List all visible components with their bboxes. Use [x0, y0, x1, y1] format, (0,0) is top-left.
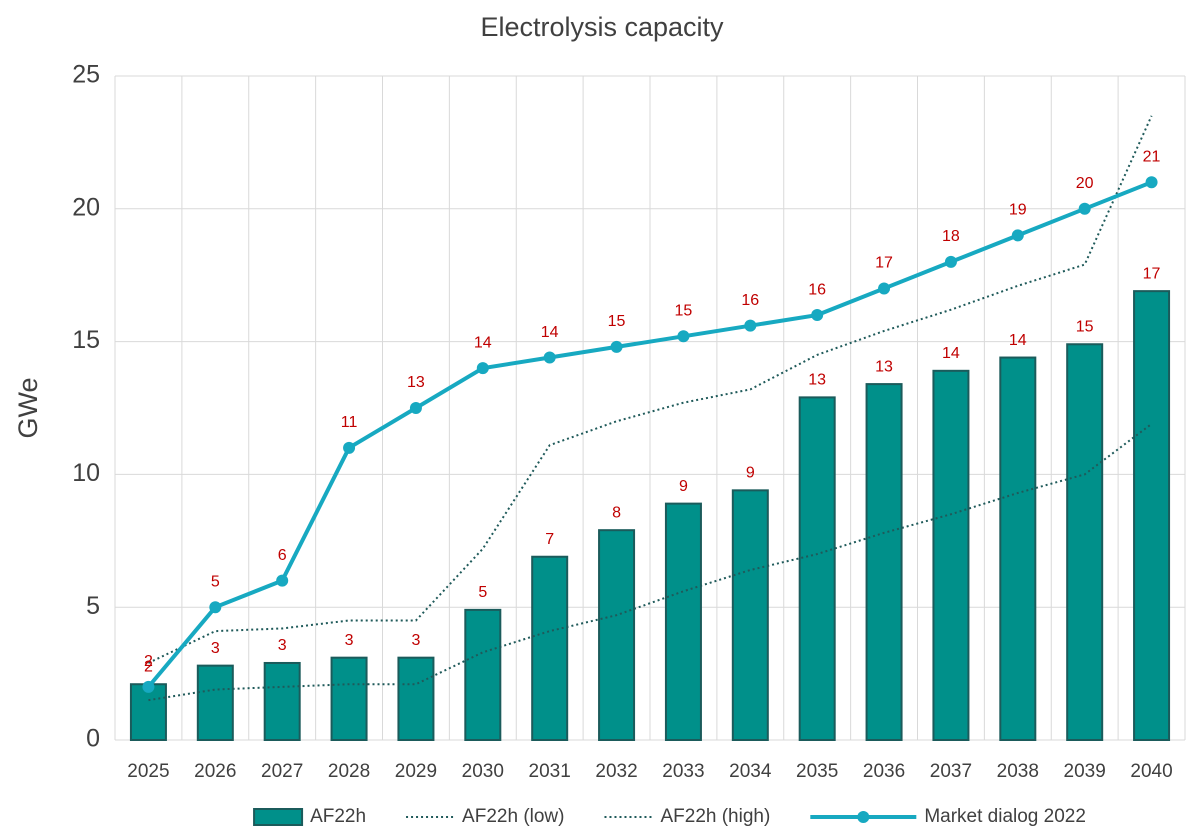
x-tick-label: 2040 — [1130, 761, 1172, 782]
x-tick-label: 2036 — [863, 761, 905, 782]
bar — [196, 664, 234, 742]
line-marker — [543, 351, 556, 364]
data-label: 8 — [612, 504, 621, 521]
data-label: 9 — [746, 465, 755, 482]
line-marker — [343, 441, 356, 454]
data-label: 15 — [608, 313, 626, 330]
data-label: 20 — [1076, 175, 1094, 192]
line-marker — [878, 282, 891, 295]
data-label: 13 — [407, 374, 425, 391]
x-tick-label: 2029 — [395, 761, 437, 782]
x-tick-label: 2032 — [595, 761, 637, 782]
bar — [865, 383, 903, 741]
x-tick-label: 2028 — [328, 761, 370, 782]
x-tick-label: 2039 — [1064, 761, 1106, 782]
line-marker — [610, 340, 623, 353]
bar — [999, 356, 1037, 741]
data-label: 16 — [741, 292, 759, 309]
chart-title: Electrolysis capacity — [480, 12, 724, 42]
line-marker — [811, 309, 824, 322]
x-tick-label: 2026 — [194, 761, 236, 782]
data-label: 3 — [345, 632, 354, 649]
y-axis-label: GWe — [13, 377, 43, 438]
data-label: 5 — [211, 573, 220, 590]
line-marker — [209, 601, 222, 614]
x-tick-label: 2033 — [662, 761, 704, 782]
line-marker — [944, 255, 957, 268]
bar — [263, 661, 301, 742]
data-label: 7 — [545, 531, 554, 548]
data-label: 3 — [211, 640, 220, 657]
y-tick-label: 15 — [72, 326, 100, 354]
line-marker — [1145, 176, 1158, 189]
legend-label: AF22h (low) — [462, 806, 564, 827]
bar — [1066, 343, 1104, 741]
bar — [464, 608, 502, 742]
bar — [129, 683, 167, 741]
bar — [798, 396, 836, 741]
line-marker — [1011, 229, 1024, 242]
x-tick-label: 2027 — [261, 761, 303, 782]
data-label: 14 — [942, 345, 960, 362]
x-tick-label: 2034 — [729, 761, 772, 782]
x-tick-label: 2038 — [997, 761, 1039, 782]
data-label: 17 — [1143, 265, 1161, 282]
data-label: 14 — [541, 324, 559, 341]
legend-label: AF22h (high) — [660, 806, 770, 827]
data-label: 18 — [942, 228, 960, 245]
line-marker — [1078, 202, 1091, 215]
legend-swatch — [253, 808, 304, 826]
data-label: 15 — [675, 303, 693, 320]
data-label: 14 — [1009, 332, 1027, 349]
bar — [330, 656, 368, 741]
data-label: 6 — [278, 547, 287, 564]
y-tick-label: 10 — [72, 459, 100, 487]
data-label: 3 — [411, 632, 420, 649]
bar — [664, 502, 702, 741]
x-tick-label: 2037 — [930, 761, 972, 782]
y-tick-label: 0 — [86, 725, 100, 753]
data-label: 2 — [144, 653, 153, 670]
line — [146, 180, 1153, 689]
data-label: 16 — [808, 281, 826, 298]
bar — [531, 555, 569, 742]
data-label: 21 — [1143, 148, 1161, 165]
legend-label: Market dialog 2022 — [924, 806, 1086, 827]
line-marker — [409, 402, 422, 414]
data-label: 2 — [144, 658, 153, 675]
y-tick-label: 5 — [86, 592, 100, 620]
data-label: 19 — [1009, 202, 1027, 219]
bar — [1133, 290, 1171, 741]
bar — [731, 489, 769, 741]
line — [148, 423, 1153, 702]
legend: AF22h AF22h (low) AF22h (high) Market dialo… — [253, 806, 1086, 827]
y-tick-label: 25 — [72, 61, 100, 89]
legend-marker — [857, 811, 870, 823]
bar — [932, 369, 970, 741]
x-tick-label: 2031 — [529, 761, 571, 782]
data-label: 9 — [679, 478, 688, 495]
data-label: 5 — [478, 584, 487, 601]
data-label: 13 — [875, 358, 893, 375]
line-marker — [276, 574, 289, 587]
bar — [598, 529, 636, 742]
line-marker — [744, 319, 757, 332]
data-label: 14 — [474, 334, 492, 351]
bar — [397, 656, 435, 741]
x-tick-label: 2025 — [127, 761, 169, 782]
data-label: 3 — [278, 637, 287, 654]
y-tick-label: 20 — [72, 193, 100, 221]
line-marker — [677, 330, 690, 343]
data-label: 15 — [1076, 318, 1094, 335]
line-marker — [476, 362, 489, 375]
legend-label: AF22h — [310, 806, 366, 827]
x-tick-label: 2030 — [462, 761, 504, 782]
data-label: 17 — [875, 255, 893, 272]
data-label: 13 — [808, 372, 826, 389]
x-tick-label: 2035 — [796, 761, 838, 782]
data-label: 11 — [341, 414, 358, 431]
line-marker — [142, 680, 155, 693]
